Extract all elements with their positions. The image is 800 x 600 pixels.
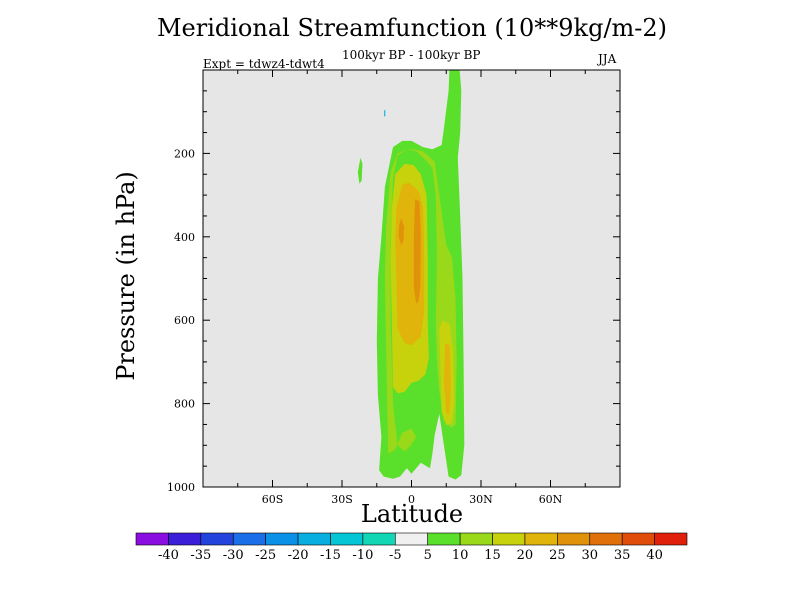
x-tick-label: 0 <box>408 493 415 506</box>
colorbar-box <box>492 532 526 546</box>
contour-20-secondary <box>443 343 451 416</box>
contour-10 <box>384 149 457 454</box>
colorbar-label: -35 <box>190 548 211 563</box>
colorbar: -40 -35 -30 -25 -20 -15 -10 -5 5 10 15 20 25 30 35 40 <box>135 532 688 563</box>
colorbar-label: 40 <box>646 548 663 563</box>
y-tick-label: 800 <box>174 398 195 411</box>
colorbar-box <box>557 532 591 546</box>
chart-title: Meridional Streamfunction (10**9kg/m-2) <box>156 14 668 42</box>
colorbar-box <box>330 532 364 546</box>
x-tick-label: 30N <box>469 493 493 506</box>
colorbar-label: -40 <box>158 548 179 563</box>
colorbar-box <box>524 532 558 546</box>
colorbar-label: 35 <box>614 548 631 563</box>
colorbar-box <box>427 532 461 546</box>
colorbar-label: 5 <box>424 548 432 563</box>
colorbar-label: 20 <box>517 548 534 563</box>
colorbar-box <box>168 532 202 546</box>
axis-layer: 200 400 600 800 1000 60S 30S 0 30N 60N <box>167 70 620 506</box>
colorbar-label: -5 <box>389 548 402 563</box>
colorbar-label: -15 <box>320 548 341 563</box>
contour-25-core <box>413 199 421 304</box>
contour-5-islet-a <box>357 157 363 184</box>
colorbar-label: -30 <box>223 548 244 563</box>
x-axis-label: Latitude <box>360 500 464 528</box>
colorbar-box <box>232 532 266 546</box>
colorbar-label: 30 <box>581 548 598 563</box>
colorbar-box <box>621 532 655 546</box>
colorbar-box <box>362 532 396 546</box>
colorbar-label: -10 <box>352 548 373 563</box>
x-tick-label: 30S <box>331 493 353 506</box>
experiment-label: Expt = tdwz4-tdwt4 <box>203 57 325 71</box>
y-tick-label: 200 <box>174 147 195 160</box>
colorbar-label: 25 <box>549 548 566 563</box>
colorbar-box <box>200 532 234 546</box>
x-tick-label: 60N <box>539 493 563 506</box>
colorbar-box <box>589 532 623 546</box>
y-tick-label: 400 <box>174 231 195 244</box>
chart-subtitle: 100kyr BP - 100kyr BP <box>342 48 481 62</box>
contour-5-islet-b <box>384 110 386 117</box>
season-label: JJA <box>598 52 617 66</box>
y-tick-label: 1000 <box>167 481 195 494</box>
colorbar-box <box>135 532 169 546</box>
colorbar-box <box>459 532 493 546</box>
x-tick-label: 60S <box>262 493 284 506</box>
colorbar-box <box>297 532 331 546</box>
colorbar-label: 15 <box>484 548 501 563</box>
colorbar-label: -20 <box>288 548 309 563</box>
contour-25-left <box>398 218 405 246</box>
contour-layer <box>357 70 465 480</box>
y-tick-label: 600 <box>174 314 195 327</box>
colorbar-box <box>265 532 299 546</box>
colorbar-box <box>394 532 429 546</box>
colorbar-label: 10 <box>452 548 469 563</box>
colorbar-label: -25 <box>255 548 276 563</box>
colorbar-box <box>654 532 688 546</box>
